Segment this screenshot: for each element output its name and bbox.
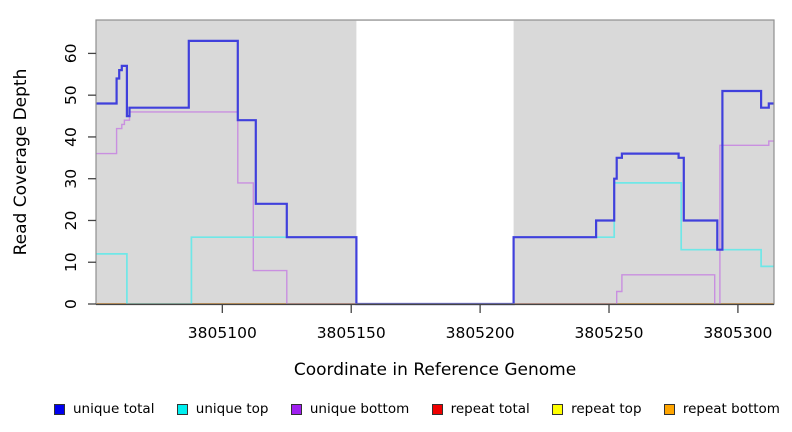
legend-swatch-icon bbox=[663, 403, 675, 415]
legend-label: repeat bottom bbox=[682, 401, 780, 417]
axes-layer: 3805100 3805150 3805200 3805250 3805300 0 10 20… bbox=[62, 19, 775, 342]
legend-item-repeat-bottom: repeat bottom bbox=[663, 401, 780, 417]
legend-item-repeat-top: repeat top bbox=[552, 401, 642, 417]
legend-label: unique bottom bbox=[309, 401, 410, 417]
x-tick-label: 3805300 bbox=[703, 324, 772, 342]
legend-label: unique total bbox=[73, 401, 155, 417]
legend-item-unique-top: unique top bbox=[176, 401, 269, 417]
y-tick-label: 30 bbox=[62, 169, 80, 189]
plot-background-layer bbox=[96, 20, 774, 304]
series-line-unique-total bbox=[96, 39, 774, 306]
legend-item-unique-bottom: unique bottom bbox=[290, 401, 410, 417]
legend-swatch-icon bbox=[290, 403, 302, 415]
legend-swatch-icon bbox=[431, 403, 443, 415]
y-axis-title: Read Coverage Depth bbox=[11, 69, 31, 256]
y-tick-label: 40 bbox=[62, 127, 80, 147]
x-tick-label: 3805100 bbox=[188, 324, 257, 342]
y-tick-label: 60 bbox=[62, 44, 80, 64]
y-tick-label: 20 bbox=[62, 211, 80, 231]
plot-svg: 3805100 3805150 3805200 3805250 3805300 0 10 20… bbox=[11, 19, 775, 380]
legend-label: repeat total bbox=[450, 401, 530, 417]
y-tick-label: 0 bbox=[62, 299, 80, 309]
x-axis-title: Coordinate in Reference Genome bbox=[294, 360, 576, 380]
legend-item-repeat-total: repeat total bbox=[431, 401, 530, 417]
legend-swatch-icon bbox=[552, 403, 564, 415]
x-tick-label: 3805250 bbox=[574, 324, 643, 342]
x-tick-label: 3805150 bbox=[317, 324, 386, 342]
legend-swatch-icon bbox=[54, 403, 65, 415]
y-tick-label: 10 bbox=[62, 252, 80, 272]
x-tick-label: 3805200 bbox=[446, 324, 515, 342]
legend: unique total unique top unique bottom repea… bbox=[54, 397, 780, 421]
legend-swatch-icon bbox=[176, 403, 188, 415]
masked-region bbox=[356, 20, 514, 304]
legend-label: repeat top bbox=[571, 401, 642, 417]
legend-item-unique-total: unique total bbox=[54, 401, 154, 417]
legend-label: unique top bbox=[195, 401, 269, 417]
y-tick-label: 50 bbox=[62, 85, 80, 105]
